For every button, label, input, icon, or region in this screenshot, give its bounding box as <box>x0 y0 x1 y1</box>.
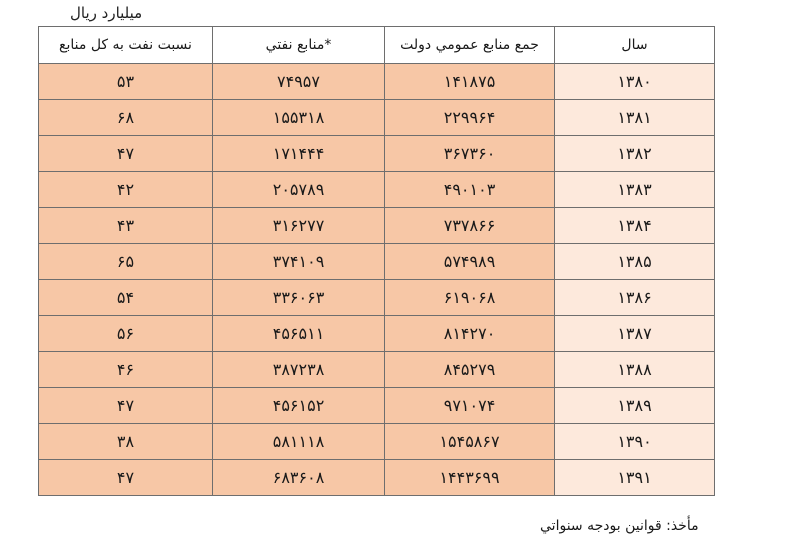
cell-oil-resources: ۴۵۶۱۵۲ <box>212 387 385 424</box>
header-oil-resources: *منابع نفتي <box>212 26 385 64</box>
cell-total-resources: ۱۴۱۸۷۵ <box>384 63 555 100</box>
cell-year: ۱۳۸۴ <box>554 207 715 244</box>
cell-oil-ratio: ۳۸ <box>38 423 213 460</box>
cell-total-resources: ۱۵۴۵۸۶۷ <box>384 423 555 460</box>
cell-oil-resources: ۷۴۹۵۷ <box>212 63 385 100</box>
cell-oil-resources: ۳۸۷۲۳۸ <box>212 351 385 388</box>
budget-table: سال جمع منابع عمومي دولت *منابع نفتي نسب… <box>38 26 715 496</box>
table-row: ۱۳۸۲ ۳۶۷۳۶۰ ۱۷۱۴۴۴ ۴۷ <box>38 135 715 172</box>
header-year: سال <box>554 26 715 64</box>
cell-year: ۱۳۸۳ <box>554 171 715 208</box>
cell-total-resources: ۸۴۵۲۷۹ <box>384 351 555 388</box>
cell-year: ۱۳۹۰ <box>554 423 715 460</box>
cell-oil-ratio: ۵۶ <box>38 315 213 352</box>
cell-oil-resources: ۱۵۵۳۱۸ <box>212 99 385 136</box>
cell-oil-ratio: ۴۷ <box>38 387 213 424</box>
cell-oil-ratio: ۴۷ <box>38 459 213 496</box>
table-row: ۱۳۸۴ ۷۳۷۸۶۶ ۳۱۶۲۷۷ ۴۳ <box>38 207 715 244</box>
cell-oil-resources: ۱۷۱۴۴۴ <box>212 135 385 172</box>
table-row: ۱۳۸۹ ۹۷۱۰۷۴ ۴۵۶۱۵۲ ۴۷ <box>38 387 715 424</box>
cell-oil-ratio: ۶۸ <box>38 99 213 136</box>
cell-year: ۱۳۸۹ <box>554 387 715 424</box>
cell-total-resources: ۵۷۴۹۸۹ <box>384 243 555 280</box>
cell-oil-resources: ۳۳۶۰۶۳ <box>212 279 385 316</box>
unit-label: میلیارد ریال <box>70 4 143 22</box>
cell-total-resources: ۱۴۴۳۶۹۹ <box>384 459 555 496</box>
cell-total-resources: ۹۷۱۰۷۴ <box>384 387 555 424</box>
cell-year: ۱۳۹۱ <box>554 459 715 496</box>
cell-total-resources: ۶۱۹۰۶۸ <box>384 279 555 316</box>
header-total-resources: جمع منابع عمومي دولت <box>384 26 555 64</box>
table-row: ۱۳۹۱ ۱۴۴۳۶۹۹ ۶۸۳۶۰۸ ۴۷ <box>38 459 715 496</box>
cell-oil-resources: ۳۷۴۱۰۹ <box>212 243 385 280</box>
table-row: ۱۳۸۰ ۱۴۱۸۷۵ ۷۴۹۵۷ ۵۳ <box>38 63 715 100</box>
table-header-row: سال جمع منابع عمومي دولت *منابع نفتي نسب… <box>38 26 715 64</box>
cell-year: ۱۳۸۲ <box>554 135 715 172</box>
cell-total-resources: ۷۳۷۸۶۶ <box>384 207 555 244</box>
table-row: ۱۳۸۷ ۸۱۴۲۷۰ ۴۵۶۵۱۱ ۵۶ <box>38 315 715 352</box>
cell-year: ۱۳۸۶ <box>554 279 715 316</box>
cell-year: ۱۳۸۱ <box>554 99 715 136</box>
cell-oil-ratio: ۵۴ <box>38 279 213 316</box>
cell-oil-resources: ۴۵۶۵۱۱ <box>212 315 385 352</box>
cell-oil-resources: ۵۸۱۱۱۸ <box>212 423 385 460</box>
cell-year: ۱۳۸۸ <box>554 351 715 388</box>
cell-oil-ratio: ۵۳ <box>38 63 213 100</box>
cell-total-resources: ۳۶۷۳۶۰ <box>384 135 555 172</box>
cell-year: ۱۳۸۷ <box>554 315 715 352</box>
cell-oil-ratio: ۴۷ <box>38 135 213 172</box>
table-body: ۱۳۸۰ ۱۴۱۸۷۵ ۷۴۹۵۷ ۵۳ ۱۳۸۱ ۲۲۹۹۶۴ ۱۵۵۳۱۸ ۶۸ ۱۳۸۲ ۳… <box>38 63 715 496</box>
cell-oil-resources: ۶۸۳۶۰۸ <box>212 459 385 496</box>
cell-oil-ratio: ۴۶ <box>38 351 213 388</box>
table-row: ۱۳۸۶ ۶۱۹۰۶۸ ۳۳۶۰۶۳ ۵۴ <box>38 279 715 316</box>
cell-oil-ratio: ۴۲ <box>38 171 213 208</box>
cell-oil-resources: ۲۰۵۷۸۹ <box>212 171 385 208</box>
table-row: ۱۳۸۱ ۲۲۹۹۶۴ ۱۵۵۳۱۸ ۶۸ <box>38 99 715 136</box>
table-row: ۱۳۸۵ ۵۷۴۹۸۹ ۳۷۴۱۰۹ ۶۵ <box>38 243 715 280</box>
cell-oil-ratio: ۴۳ <box>38 207 213 244</box>
cell-year: ۱۳۸۰ <box>554 63 715 100</box>
cell-total-resources: ۲۲۹۹۶۴ <box>384 99 555 136</box>
cell-oil-ratio: ۶۵ <box>38 243 213 280</box>
cell-total-resources: ۴۹۰۱۰۳ <box>384 171 555 208</box>
cell-oil-resources: ۳۱۶۲۷۷ <box>212 207 385 244</box>
cell-total-resources: ۸۱۴۲۷۰ <box>384 315 555 352</box>
table-row: ۱۳۸۳ ۴۹۰۱۰۳ ۲۰۵۷۸۹ ۴۲ <box>38 171 715 208</box>
header-oil-ratio: نسبت نفت به کل منابع <box>38 26 213 64</box>
cell-year: ۱۳۸۵ <box>554 243 715 280</box>
table-row: ۱۳۸۸ ۸۴۵۲۷۹ ۳۸۷۲۳۸ ۴۶ <box>38 351 715 388</box>
table-row: ۱۳۹۰ ۱۵۴۵۸۶۷ ۵۸۱۱۱۸ ۳۸ <box>38 423 715 460</box>
source-label: مأخذ: قوانین بودجه سنواتي <box>540 518 699 534</box>
